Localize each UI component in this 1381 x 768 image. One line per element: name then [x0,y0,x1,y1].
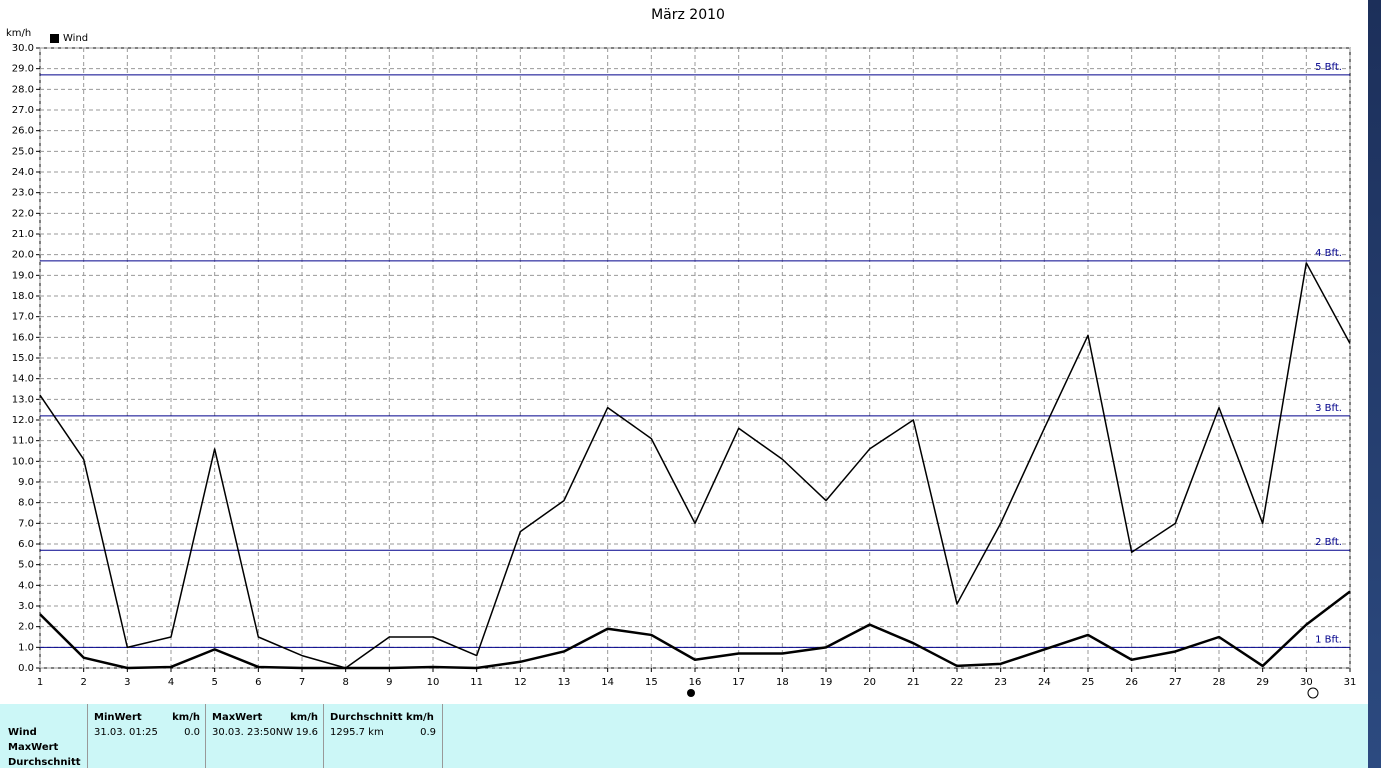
x-tick-label: 14 [601,677,614,688]
chart-title: März 2010 [651,7,725,23]
reference-label: 3 Bft. [1315,403,1342,414]
column: MinWert km/h 31.03. 01:25 0.0 [87,704,206,768]
data-line [39,262,1351,669]
y-tick-label: 7.0 [18,518,34,529]
reference-label: 2 Bft. [1315,537,1342,548]
y-tick-label: 17.0 [12,312,34,323]
column: Durchschnitt km/h 1295.7 km 0.9 [323,704,443,768]
column: MaxWert km/h 30.03. 23:50NW 19.6 [205,704,324,768]
time: 31.03. 01:25 [94,727,158,738]
window-edge [1368,0,1381,768]
x-tick-label: 6 [255,677,261,688]
x-tick-label: 28 [1213,677,1226,688]
x-tick-label: 16 [689,677,702,688]
x-tick-label: 21 [907,677,920,688]
y-tick-label: 12.0 [12,415,34,426]
x-tick-label: 1 [37,677,43,688]
unit: km/h [172,712,200,723]
header: MaxWert [212,712,263,723]
y-tick-label: 20.0 [12,250,34,261]
x-tick-label: 18 [776,677,789,688]
reference-label: 1 Bft. [1315,634,1342,645]
x-tick-label: 19 [820,677,833,688]
y-unit: km/h [6,28,31,39]
time: 1295.7 km [330,727,384,738]
x-tick-label: 8 [342,677,348,688]
day-marker [687,689,695,697]
y-tick-label: 14.0 [12,374,34,385]
header: Durchschnitt km/h [330,712,434,723]
x-tick-label: 30 [1300,677,1313,688]
row-label: MaxWert [8,742,59,753]
y-tick-label: 26.0 [12,126,34,137]
x-tick-label: 20 [863,677,876,688]
y-tick-label: 18.0 [12,291,34,302]
x-tick-label: 9 [386,677,392,688]
y-tick-label: 28.0 [12,84,34,95]
y-tick-label: 15.0 [12,353,34,364]
y-tick-label: 23.0 [12,188,34,199]
summary-panel: Wind MaxWert Durchschnitt MinWert km/h 3… [0,704,1368,768]
x-tick-label: 3 [124,677,130,688]
x-tick-label: 25 [1082,677,1095,688]
y-tick-label: 22.0 [12,208,34,219]
row-label: Wind [8,727,37,738]
y-tick-label: 4.0 [18,580,34,591]
x-tick-label: 29 [1256,677,1269,688]
reference-label: 5 Bft. [1315,62,1342,73]
y-tick-label: 8.0 [18,498,34,509]
x-tick-label: 17 [732,677,745,688]
unit: km/h [290,712,318,723]
y-tick-label: 27.0 [12,105,34,116]
x-tick-label: 10 [427,677,440,688]
x-tick-label: 26 [1125,677,1138,688]
legend-label: Wind [63,33,88,44]
reference-label: 4 Bft. [1315,248,1342,259]
data-line [39,590,1351,670]
x-tick-label: 2 [80,677,86,688]
x-tick-label: 4 [168,677,174,688]
y-tick-label: 5.0 [18,560,34,571]
y-tick-label: 25.0 [12,146,34,157]
y-tick-label: 0.0 [18,663,34,674]
y-tick-label: 1.0 [18,642,34,653]
y-tick-label: 10.0 [12,456,34,467]
x-tick-label: 7 [299,677,305,688]
y-tick-label: 11.0 [12,436,34,447]
x-tick-label: 22 [951,677,964,688]
x-tick-label: 23 [994,677,1007,688]
y-tick-label: 21.0 [12,229,34,240]
value: 0.9 [420,727,436,738]
y-tick-label: 29.0 [12,64,34,75]
y-tick-label: 30.0 [12,43,34,54]
row-label: Durchschnitt [8,757,81,768]
y-tick-label: 19.0 [12,270,34,281]
header: MinWert [94,712,142,723]
y-tick-label: 13.0 [12,394,34,405]
x-tick-label: 12 [514,677,527,688]
y-tick-label: 6.0 [18,539,34,550]
y-tick-label: 2.0 [18,622,34,633]
value: 0.0 [184,727,200,738]
x-tick-label: 24 [1038,677,1051,688]
value: 19.6 [295,727,318,738]
y-tick-label: 3.0 [18,601,34,612]
x-tick-label: 27 [1169,677,1182,688]
x-tick-label: 15 [645,677,658,688]
y-tick-label: 24.0 [12,167,34,178]
y-tick-label: 16.0 [12,332,34,343]
chart: März 2010 km/h 0.0 1.0 2.0 3.0 4.0 5.0 6.0 7.0 8… [6,7,1357,699]
x-tick-label: 5 [211,677,217,688]
x-tick-label: 13 [558,677,571,688]
x-tick-label: 31 [1344,677,1357,688]
time: 30.03. 23:50NW [212,727,294,738]
y-tick-label: 9.0 [18,477,34,488]
legend-swatch [50,34,59,43]
x-tick-label: 11 [470,677,483,688]
day-marker [1307,687,1319,699]
